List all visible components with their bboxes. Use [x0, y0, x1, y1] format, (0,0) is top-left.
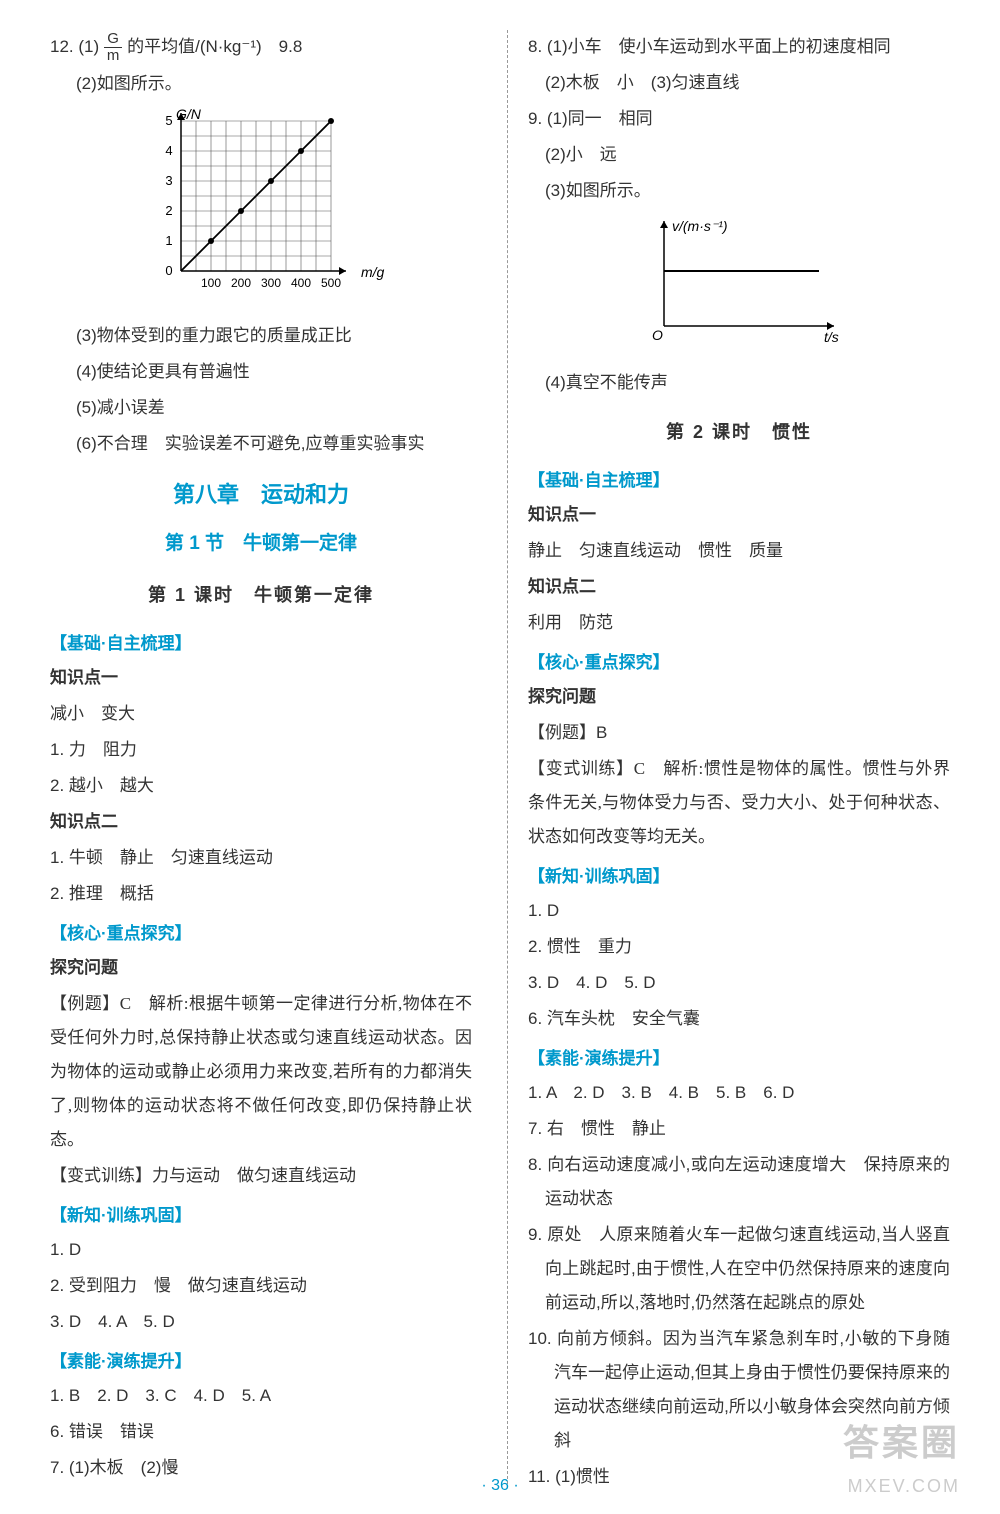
q12-3: (3)物体受到的重力跟它的质量成正比: [50, 319, 472, 353]
svg-text:t/s: t/s: [824, 329, 839, 345]
q12-4: (4)使结论更具有普遍性: [50, 355, 472, 389]
svg-text:3: 3: [165, 173, 172, 188]
chart-gn-mg: G/N: [50, 109, 472, 311]
fraction-gm: G m: [104, 31, 123, 65]
r-block-basic: 【基础·自主梳理】: [528, 464, 950, 498]
r9a: 9. (1)同一 相同: [528, 102, 950, 136]
new-l1: 1. D: [50, 1233, 472, 1267]
r8b: (2)木板 小 (3)匀速直线: [528, 66, 950, 100]
svg-text:5: 5: [165, 113, 172, 128]
svg-text:4: 4: [165, 143, 172, 158]
r-skill-l4: 9. 原处 人原来随着火车一起做匀速直线运动,当人竖直向上跳起时,由于惯性,人在…: [545, 1218, 950, 1320]
svg-text:0: 0: [165, 263, 172, 278]
block-core-header: 【核心·重点探究】: [50, 917, 472, 951]
r-example: 【例题】B: [528, 716, 950, 750]
chapter-8-title: 第八章 运动和力: [50, 473, 472, 517]
svg-text:1: 1: [165, 233, 172, 248]
kp1-l2: 1. 力 阻力: [50, 733, 472, 767]
new-l3: 3. D 4. A 5. D: [50, 1305, 472, 1339]
q12-1: 12. (1) G m 的平均值/(N·kg⁻¹) 9.8: [50, 30, 472, 65]
section-1-title: 第 1 节 牛顿第一定律: [50, 525, 472, 563]
r-core-l1: 探究问题: [528, 680, 950, 714]
left-column: 12. (1) G m 的平均值/(N·kg⁻¹) 9.8 (2)如图所示。 G…: [50, 30, 487, 1484]
fraction-denominator: m: [104, 48, 123, 65]
q12-5: (5)减小误差: [50, 391, 472, 425]
r-variant: 【变式训练】C 解析:惯性是物体的属性。惯性与外界条件无关,与物体受力与否、受力…: [528, 752, 950, 854]
svg-text:300: 300: [261, 276, 281, 290]
svg-text:v/(m·s⁻¹): v/(m·s⁻¹): [672, 218, 728, 234]
skill-l2: 6. 错误 错误: [50, 1415, 472, 1449]
svg-text:m/g: m/g: [361, 264, 385, 280]
variant-text: 【变式训练】力与运动 做匀速直线运动: [50, 1159, 472, 1193]
svg-text:400: 400: [291, 276, 311, 290]
r-kp2: 知识点二: [528, 570, 950, 604]
r-new-l1: 1. D: [528, 894, 950, 928]
block-skill-header: 【素能·演练提升】: [50, 1345, 472, 1379]
r9d: (4)真空不能传声: [528, 366, 950, 400]
block-new-header: 【新知·训练巩固】: [50, 1199, 472, 1233]
r-new-l4: 6. 汽车头枕 安全气囊: [528, 1002, 950, 1036]
right-column: 8. (1)小车 使小车运动到水平面上的初速度相同 (2)木板 小 (3)匀速直…: [507, 30, 950, 1484]
r9b: (2)小 远: [528, 138, 950, 172]
r-new-l2: 2. 惯性 重力: [528, 930, 950, 964]
lesson-1-title: 第 1 课时 牛顿第一定律: [50, 577, 472, 613]
kp1-header: 知识点一: [50, 661, 472, 695]
r-skill-l3: 8. 向右运动速度减小,或向左运动速度增大 保持原来的运动状态: [545, 1148, 950, 1216]
svg-text:500: 500: [321, 276, 341, 290]
r-kp2-l1: 利用 防范: [528, 606, 950, 640]
kp2-l2: 2. 推理 概括: [50, 877, 472, 911]
kp1-l1: 减小 变大: [50, 697, 472, 731]
skill-l1: 1. B 2. D 3. C 4. D 5. A: [50, 1379, 472, 1413]
lesson-2-title: 第 2 课时 惯性: [528, 414, 950, 450]
r-new-l3: 3. D 4. D 5. D: [528, 966, 950, 1000]
r-block-new: 【新知·训练巩固】: [528, 860, 950, 894]
kp1-l3: 2. 越小 越大: [50, 769, 472, 803]
svg-text:2: 2: [165, 203, 172, 218]
r-skill-l1: 1. A 2. D 3. B 4. B 5. B 6. D: [528, 1076, 950, 1110]
core-l1: 探究问题: [50, 951, 472, 985]
svg-text:100: 100: [201, 276, 221, 290]
chart-vt: v/(m·s⁻¹) O t/s: [528, 216, 950, 358]
fraction-numerator: G: [104, 31, 123, 49]
svg-text:O: O: [652, 327, 663, 343]
block-basic-header: 【基础·自主梳理】: [50, 627, 472, 661]
svg-text:200: 200: [231, 276, 251, 290]
kp2-l1: 1. 牛顿 静止 匀速直线运动: [50, 841, 472, 875]
r-block-skill: 【素能·演练提升】: [528, 1042, 950, 1076]
r-kp1: 知识点一: [528, 498, 950, 532]
r-block-core: 【核心·重点探究】: [528, 646, 950, 680]
q12-1-prefix: 12. (1): [50, 37, 99, 56]
q12-2: (2)如图所示。: [50, 67, 472, 101]
r-kp1-l1: 静止 匀速直线运动 惯性 质量: [528, 534, 950, 568]
page-number: · 36 ·: [0, 1470, 1000, 1502]
r9c: (3)如图所示。: [528, 174, 950, 208]
new-l2: 2. 受到阻力 慢 做匀速直线运动: [50, 1269, 472, 1303]
r-skill-l2: 7. 右 惯性 静止: [528, 1112, 950, 1146]
q12-1-suffix: 的平均值/(N·kg⁻¹) 9.8: [127, 37, 302, 56]
q12-6: (6)不合理 实验误差不可避免,应尊重实验事实: [50, 427, 472, 461]
example-text: 【例题】C 解析:根据牛顿第一定律进行分析,物体在不受任何外力时,总保持静止状态…: [50, 987, 472, 1157]
r8: 8. (1)小车 使小车运动到水平面上的初速度相同: [528, 30, 950, 64]
kp2-header: 知识点二: [50, 805, 472, 839]
r-skill-l5: 10. 向前方倾斜。因为当汽车紧急刹车时,小敏的下身随汽车一起停止运动,但其上身…: [554, 1322, 950, 1458]
